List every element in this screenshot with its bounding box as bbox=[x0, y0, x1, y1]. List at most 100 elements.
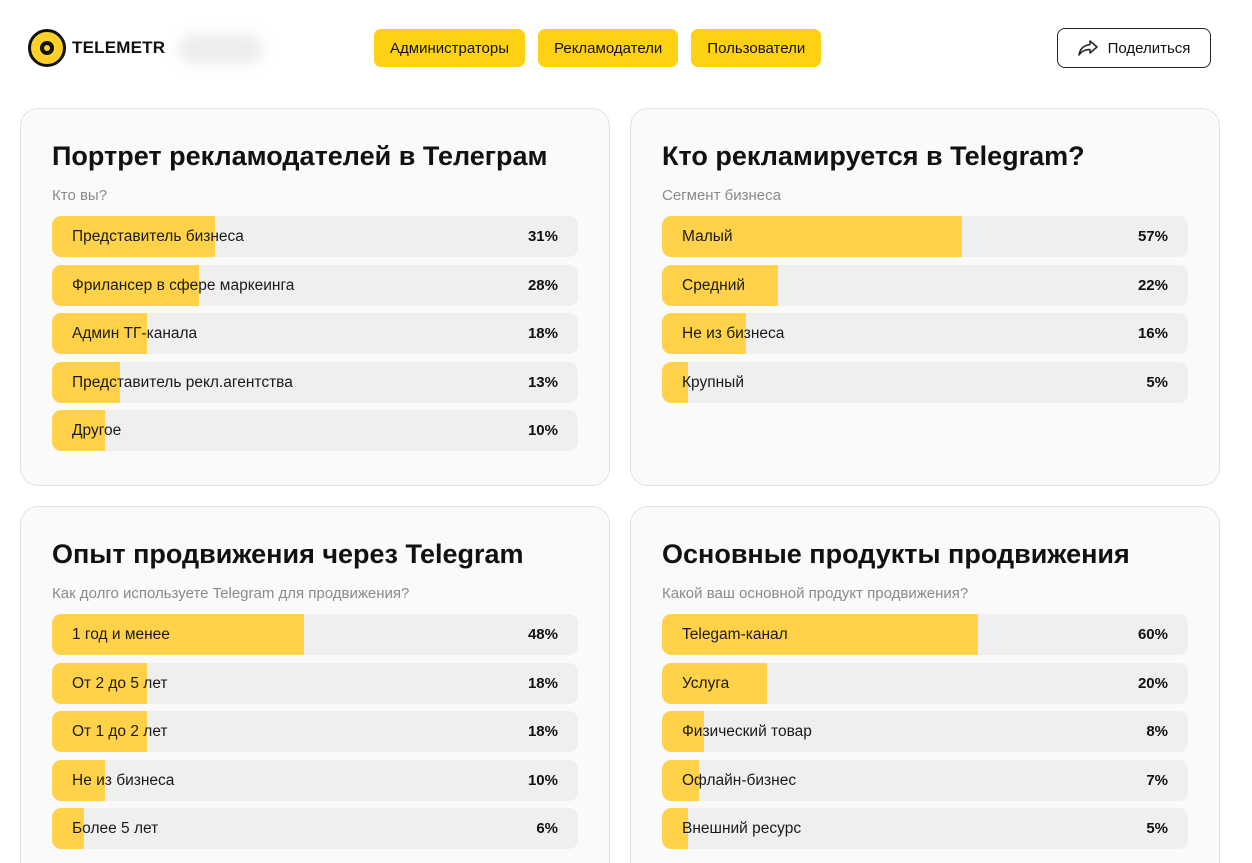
card-promotion-experience: Опыт продвижения через Telegram Как долг… bbox=[20, 506, 610, 863]
result-label: Офлайн-бизнес bbox=[682, 771, 797, 789]
result-percent: 18% bbox=[527, 674, 558, 692]
card-advertiser-portrait: Портрет рекламодателей в Телеграм Кто вы… bbox=[20, 108, 610, 486]
result-bar-fill bbox=[662, 264, 778, 306]
result-bar-fill bbox=[662, 614, 978, 655]
result-label: Внешний ресурс bbox=[682, 820, 802, 837]
result-rows: Малый 57% Средний 22% Не из бизнеса 16% Кру… bbox=[662, 216, 1188, 403]
audience-nav: Администраторы Рекламодатели Пользовател… bbox=[374, 29, 822, 67]
result-label: Не из бизнеса bbox=[682, 325, 785, 342]
card-main-products: Основные продукты продвижения Какой ваш … bbox=[630, 506, 1220, 863]
result-label: Другое bbox=[72, 422, 122, 439]
card-subtitle: Как долго используете Telegram для продв… bbox=[52, 585, 410, 602]
result-label: Представитель рекл.агентства bbox=[72, 373, 293, 391]
result-row: Физический товар 8% bbox=[662, 711, 1188, 752]
result-label: Фрилансер в сфере маркеинга bbox=[72, 276, 295, 294]
result-bar-fill bbox=[662, 313, 747, 354]
result-bar-fill bbox=[662, 711, 705, 752]
nav-button-advertisers[interactable]: Рекламодатели bbox=[538, 29, 679, 67]
result-bar-fill bbox=[662, 216, 962, 257]
result-bar-fill bbox=[52, 808, 84, 849]
result-label: Админ ТГ-канала bbox=[72, 325, 198, 342]
result-row: Другое 10% bbox=[52, 410, 578, 451]
result-bar-fill bbox=[52, 361, 121, 403]
result-percent: 10% bbox=[527, 771, 558, 789]
result-bar-fill bbox=[662, 361, 689, 403]
result-row: Админ ТГ-канала 18% bbox=[52, 313, 578, 354]
result-percent: 7% bbox=[1146, 771, 1168, 789]
result-percent: 48% bbox=[527, 626, 558, 643]
result-bar-fill bbox=[662, 759, 699, 801]
result-percent: 10% bbox=[527, 422, 558, 439]
result-bar-fill bbox=[52, 662, 147, 704]
result-label: Физический товар bbox=[682, 723, 812, 740]
result-row: Не из бизнеса 10% bbox=[52, 759, 578, 801]
share-label: Поделиться bbox=[1107, 39, 1191, 57]
result-label: Средний bbox=[682, 276, 746, 294]
result-label: Малый bbox=[682, 228, 733, 245]
result-bar-fill bbox=[52, 264, 200, 306]
header: TELEMETR Администраторы Рекламодатели По… bbox=[0, 0, 1252, 96]
result-percent: 18% bbox=[527, 325, 558, 342]
result-percent: 5% bbox=[1146, 820, 1168, 837]
result-row: От 1 до 2 лет 18% bbox=[52, 711, 578, 752]
share-button[interactable]: Поделиться bbox=[1057, 28, 1211, 68]
result-percent: 20% bbox=[1137, 674, 1168, 692]
brand-logo[interactable]: TELEMETR bbox=[28, 28, 264, 68]
card-subtitle: Сегмент бизнеса bbox=[662, 187, 781, 204]
result-percent: 60% bbox=[1137, 626, 1168, 643]
result-bar-fill bbox=[52, 711, 147, 752]
result-row: Малый 57% bbox=[662, 216, 1188, 257]
result-label: Telegam-канал bbox=[682, 626, 788, 643]
card-subtitle: Кто вы? bbox=[52, 187, 108, 204]
result-row: 1 год и менее 48% bbox=[52, 614, 578, 655]
card-subtitle: Какой ваш основной продукт продвижения? bbox=[662, 585, 969, 602]
blurred-region bbox=[178, 34, 264, 64]
result-percent: 6% bbox=[536, 820, 558, 837]
result-row: Telegam-канал 60% bbox=[662, 614, 1188, 655]
result-bar-fill bbox=[662, 808, 689, 849]
result-rows: 1 год и менее 48% От 2 до 5 лет 18% От 1 д… bbox=[52, 614, 578, 849]
result-bar-fill bbox=[52, 410, 105, 451]
result-row: Средний 22% bbox=[662, 264, 1188, 306]
logo-icon bbox=[28, 29, 66, 67]
card-title: Основные продукты продвижения bbox=[662, 539, 1130, 569]
result-label: Услуга bbox=[682, 674, 730, 692]
result-percent: 5% bbox=[1146, 373, 1168, 391]
result-row: Не из бизнеса 16% bbox=[662, 313, 1188, 354]
result-bar-fill bbox=[52, 216, 216, 257]
card-title: Опыт продвижения через Telegram bbox=[52, 539, 524, 569]
result-bar-fill bbox=[662, 662, 768, 704]
result-label: От 1 до 2 лет bbox=[72, 723, 168, 740]
nav-button-users[interactable]: Пользователи bbox=[691, 29, 822, 67]
result-bar-fill bbox=[52, 759, 105, 801]
result-row: Представитель рекл.агентства 13% bbox=[52, 361, 578, 403]
result-label: Более 5 лет bbox=[72, 820, 159, 837]
share-arrow-icon bbox=[1077, 40, 1098, 56]
result-row: Фрилансер в сфере маркеинга 28% bbox=[52, 264, 578, 306]
result-row: От 2 до 5 лет 18% bbox=[52, 662, 578, 704]
brand-name: TELEMETR bbox=[72, 38, 166, 57]
result-row: Офлайн-бизнес 7% bbox=[662, 759, 1188, 801]
result-percent: 57% bbox=[1137, 228, 1168, 245]
result-bar-fill bbox=[52, 313, 147, 354]
result-row: Услуга 20% bbox=[662, 662, 1188, 704]
result-row: Более 5 лет 6% bbox=[52, 808, 578, 849]
result-row: Внешний ресурс 5% bbox=[662, 808, 1188, 849]
result-rows: Telegam-канал 60% Услуга 20% Физический то… bbox=[662, 614, 1188, 849]
result-percent: 18% bbox=[527, 723, 558, 740]
result-row: Представитель бизнеса 31% bbox=[52, 216, 578, 257]
result-row: Крупный 5% bbox=[662, 361, 1188, 403]
result-bar-fill bbox=[52, 614, 305, 655]
result-percent: 8% bbox=[1146, 723, 1168, 740]
result-percent: 16% bbox=[1137, 325, 1168, 342]
card-title: Кто рекламируется в Telegram? bbox=[662, 141, 1085, 171]
result-label: Не из бизнеса bbox=[72, 771, 175, 789]
result-label: Представитель бизнеса bbox=[72, 228, 244, 245]
nav-button-admins[interactable]: Администраторы bbox=[374, 29, 526, 67]
result-label: От 2 до 5 лет bbox=[72, 674, 168, 692]
result-percent: 22% bbox=[1137, 276, 1168, 294]
card-business-segment: Кто рекламируется в Telegram? Сегмент би… bbox=[630, 108, 1220, 486]
result-label: 1 год и менее bbox=[72, 626, 170, 643]
result-percent: 28% bbox=[527, 276, 558, 294]
result-percent: 31% bbox=[527, 228, 558, 245]
